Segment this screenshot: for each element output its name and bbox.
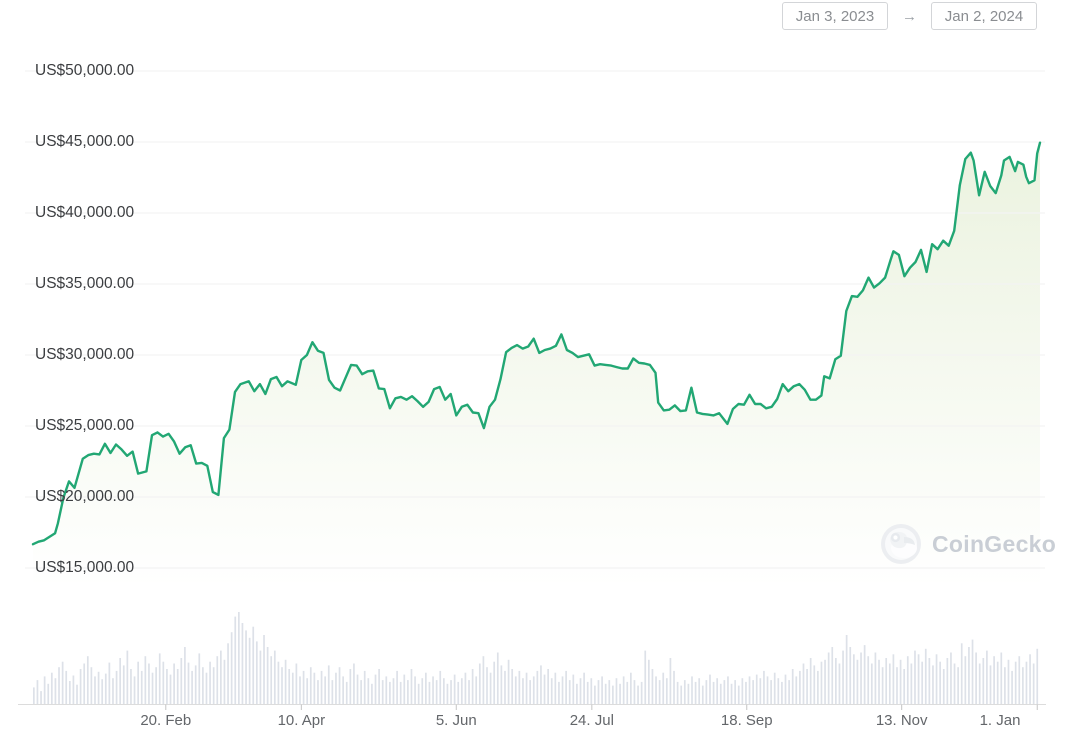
x-axis-label: 1. Jan: [979, 712, 1021, 729]
x-axis-label: 10. Apr: [277, 712, 326, 729]
y-axis-label: US$20,000.00: [35, 488, 135, 505]
y-axis-label: US$50,000.00: [35, 62, 135, 79]
y-axis-label: US$30,000.00: [35, 346, 135, 363]
coingecko-gecko-icon: [881, 524, 921, 564]
arrow-right-icon: →: [902, 7, 917, 25]
y-axis-label: US$40,000.00: [35, 204, 135, 221]
price-line: [31, 141, 1042, 546]
x-axis-label: 18. Sep: [720, 712, 773, 729]
x-axis-label: 13. Nov: [875, 712, 928, 729]
x-axis-label: 24. Jul: [569, 712, 614, 729]
coingecko-watermark: CoinGecko: [880, 523, 1056, 565]
area-fill: [33, 142, 1040, 588]
end-date-input[interactable]: Jan 2, 2024: [931, 2, 1037, 30]
x-axis-label: 20. Feb: [140, 712, 192, 729]
start-date-input[interactable]: Jan 3, 2023: [782, 2, 888, 30]
y-axis-label: US$35,000.00: [35, 275, 135, 292]
watermark-label: CoinGecko: [932, 530, 1057, 557]
y-axis-label: US$45,000.00: [35, 133, 135, 150]
x-axis: [18, 704, 1046, 710]
x-axis-label: 5. Jun: [435, 712, 477, 729]
gridlines: [25, 70, 1045, 569]
y-axis-label: US$15,000.00: [35, 559, 135, 576]
date-range-picker: Jan 3, 2023 → Jan 2, 2024: [782, 2, 1037, 30]
volume-bars: [33, 612, 1039, 704]
y-axis-label: US$25,000.00: [35, 417, 135, 434]
